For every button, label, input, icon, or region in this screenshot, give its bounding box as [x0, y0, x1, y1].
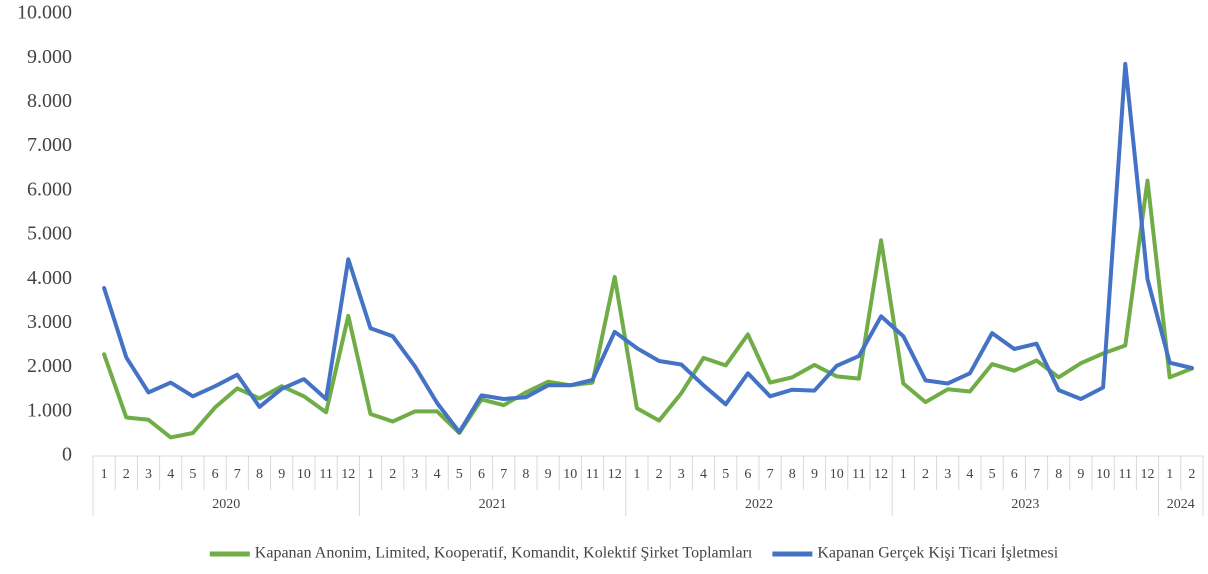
x-tick-label: 11	[319, 467, 332, 482]
x-tick-label: 1	[367, 467, 374, 482]
x-tick-label: 1	[101, 467, 108, 482]
x-tick-label: 9	[811, 467, 818, 482]
x-tick-label: 3	[411, 467, 418, 482]
x-tick-label: 1	[900, 467, 907, 482]
x-tick-label: 2	[123, 467, 130, 482]
x-tick-label: 10	[1096, 467, 1110, 482]
x-group-label: 2023	[1011, 497, 1039, 512]
x-tick-label: 2	[1188, 467, 1195, 482]
x-tick-label: 2	[656, 467, 663, 482]
x-tick-label: 1	[1166, 467, 1173, 482]
y-tick-label: 1.000	[27, 399, 72, 421]
x-tick-label: 7	[767, 467, 774, 482]
x-group-label: 2020	[212, 497, 240, 512]
x-tick-label: 9	[545, 467, 552, 482]
x-tick-label: 9	[278, 467, 285, 482]
x-tick-label: 2	[389, 467, 396, 482]
x-tick-label: 7	[500, 467, 507, 482]
x-tick-label: 4	[700, 467, 707, 482]
x-tick-label: 2	[922, 467, 929, 482]
x-tick-label: 11	[586, 467, 599, 482]
y-tick-label: 9.000	[27, 46, 72, 68]
x-tick-label: 6	[1011, 467, 1018, 482]
y-tick-label: 7.000	[27, 134, 72, 156]
y-tick-label: 2.000	[27, 355, 72, 377]
x-tick-label: 8	[256, 467, 263, 482]
x-tick-label: 5	[989, 467, 996, 482]
x-tick-label: 9	[1077, 467, 1084, 482]
x-tick-label: 3	[145, 467, 152, 482]
x-group-label: 2024	[1167, 497, 1195, 512]
x-tick-label: 7	[234, 467, 241, 482]
x-tick-label: 3	[678, 467, 685, 482]
x-tick-label: 4	[434, 467, 441, 482]
x-tick-label: 5	[189, 467, 196, 482]
x-tick-label: 6	[478, 467, 485, 482]
y-tick-label: 10.000	[17, 2, 72, 24]
legend-label: Kapanan Gerçek Kişi Ticari İşletmesi	[817, 544, 1058, 562]
series-line	[102, 61, 1194, 435]
x-tick-label: 6	[744, 467, 751, 482]
y-tick-label: 3.000	[27, 311, 72, 333]
x-tick-label: 7	[1033, 467, 1040, 482]
x-tick-label: 12	[1141, 467, 1155, 482]
x-tick-label: 8	[1055, 467, 1062, 482]
x-tick-label: 5	[722, 467, 729, 482]
x-group-label: 2021	[479, 497, 507, 512]
x-tick-label: 11	[1119, 467, 1132, 482]
x-tick-label: 12	[608, 467, 622, 482]
x-tick-label: 8	[789, 467, 796, 482]
x-tick-label: 10	[563, 467, 577, 482]
y-tick-label: 0	[62, 444, 72, 466]
legend-label: Kapanan Anonim, Limited, Kooperatif, Kom…	[255, 545, 753, 562]
y-tick-label: 8.000	[27, 90, 72, 112]
x-tick-label: 3	[944, 467, 951, 482]
x-tick-label: 10	[830, 467, 844, 482]
y-tick-label: 4.000	[27, 267, 72, 289]
x-tick-label: 1	[633, 467, 640, 482]
y-tick-label: 5.000	[27, 223, 72, 245]
x-tick-label: 4	[167, 467, 174, 482]
x-tick-label: 12	[874, 467, 888, 482]
x-tick-label: 10	[297, 467, 311, 482]
x-tick-label: 12	[341, 467, 355, 482]
x-tick-label: 5	[456, 467, 463, 482]
y-tick-label: 6.000	[27, 178, 72, 200]
x-tick-label: 11	[852, 467, 865, 482]
x-tick-label: 4	[966, 467, 973, 482]
x-group-label: 2022	[745, 497, 773, 512]
x-tick-label: 6	[212, 467, 219, 482]
x-tick-label: 8	[522, 467, 529, 482]
